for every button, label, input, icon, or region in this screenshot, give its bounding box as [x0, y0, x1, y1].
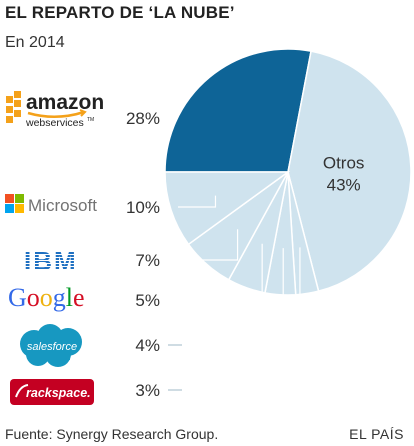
google-letter-o1: o — [27, 283, 40, 312]
slice-value-label: 28% — [126, 109, 160, 128]
ibm-logo: IBM — [22, 246, 82, 276]
slice-name-label: Otros — [323, 153, 365, 172]
google-letter-l: l — [66, 283, 73, 312]
amazon-tm: TM — [87, 117, 94, 123]
amazon-word: amazon — [26, 91, 104, 114]
rackspace-logo-mark: rackspace. — [10, 379, 94, 405]
slice-value-label: 43% — [327, 175, 361, 194]
amazon-logo-mark: amazon webservices TM — [6, 91, 104, 129]
google-letter-g2: g — [53, 283, 66, 312]
amazon-logo: amazon webservices TM — [4, 88, 114, 130]
pie-chart: 28% 3% 4% 5% 7% 10% Otros 43% — [126, 48, 412, 400]
ibm-word: IBM — [24, 246, 78, 274]
leader-line — [178, 247, 301, 391]
chart-subtitle: En 2014 — [5, 34, 65, 51]
salesforce-word: salesforce — [27, 341, 77, 353]
slice-value-label: 5% — [135, 291, 160, 310]
slice-value-label: 7% — [135, 251, 160, 270]
leader-lines — [168, 195, 301, 391]
microsoft-logo: Microsoft — [4, 192, 109, 218]
salesforce-cloud-icon: salesforce — [20, 324, 82, 367]
amazon-sub: webservices — [25, 117, 84, 129]
microsoft-word: Microsoft — [28, 196, 97, 215]
source-note: Fuente: Synergy Research Group. — [5, 426, 219, 442]
leader-line — [178, 195, 217, 208]
google-logo: Google — [8, 282, 118, 314]
inside-labels: Otros 43% — [323, 153, 365, 194]
microsoft-logo-mark: Microsoft — [5, 194, 97, 215]
pie-slice-amazon-web-services — [164, 48, 312, 173]
publisher-credit: EL PAÍS — [349, 426, 404, 442]
slice-value-label: 4% — [135, 336, 160, 355]
pie-slice-otros — [287, 50, 412, 293]
ibm-logo-mark: IBM — [24, 246, 78, 276]
pie-slice-microsoft — [164, 171, 291, 246]
percent-labels: 28% 3% 4% 5% 7% 10% — [126, 109, 160, 400]
rackspace-word: rackspace. — [26, 386, 91, 400]
leader-line — [178, 248, 284, 346]
rackspace-logo: rackspace. — [10, 378, 94, 406]
slice-value-label: 3% — [135, 381, 160, 400]
svg-text:Google: Google — [8, 283, 85, 312]
slice-value-label: 10% — [126, 198, 160, 217]
google-letter-o2: o — [40, 283, 53, 312]
google-letter-g: G — [8, 283, 27, 312]
salesforce-logo: salesforce — [12, 322, 92, 370]
pie-slices — [164, 48, 412, 296]
leader-line — [178, 229, 239, 261]
leader-line — [178, 243, 263, 301]
google-logo-mark: Google — [8, 283, 85, 312]
google-letter-e: e — [73, 283, 85, 312]
chart-title: EL REPARTO DE ‘LA NUBE’ — [5, 3, 235, 22]
